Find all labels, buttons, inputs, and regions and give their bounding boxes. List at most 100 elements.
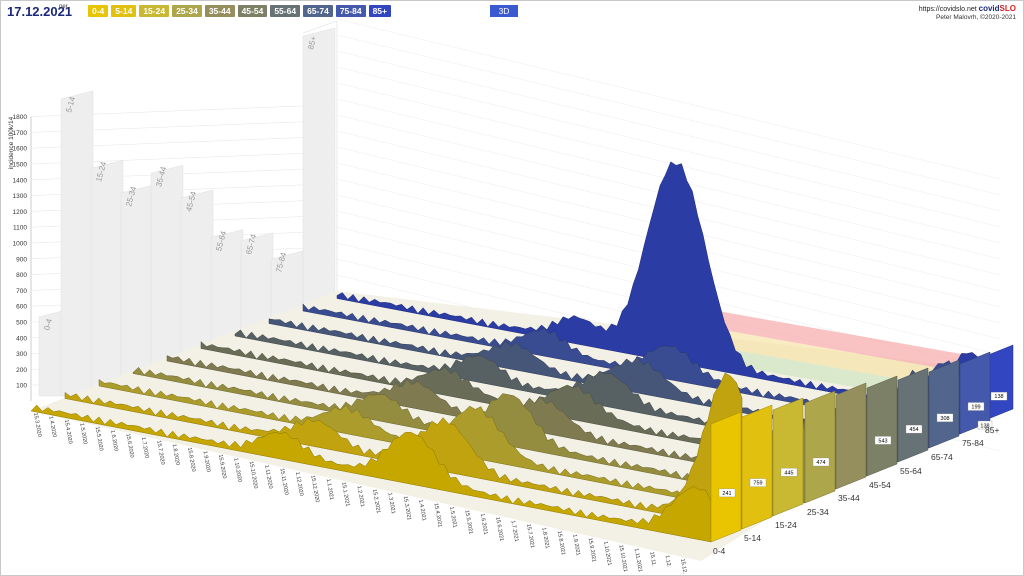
data-label-box: [967, 402, 985, 411]
date-tick-label: 1.7.2020: [140, 437, 150, 459]
date-tick-label: 1.6.2021: [479, 513, 489, 535]
age-axis-label: 5-14: [744, 533, 761, 543]
date-tick-label: 15.3.2021: [402, 496, 412, 521]
date-tick-label: 1.12.2020: [294, 471, 304, 496]
legend-chip-75-84[interactable]: 75-84: [335, 5, 366, 17]
legend-chip-0-4[interactable]: 0-4: [88, 5, 109, 17]
data-label: 543: [878, 438, 887, 444]
data-label-box: [905, 424, 923, 434]
backdrop-bar: [120, 184, 154, 397]
site-credit: https://covidslo.net covidSLO: [919, 4, 1016, 13]
date-tick-label: 15.12.: [679, 558, 688, 575]
date-tick-label: 1.1.2021: [325, 478, 335, 500]
data-label: 445: [784, 470, 793, 476]
current-value-bar: [897, 367, 929, 463]
legend-chip-85plus[interactable]: 85+: [368, 5, 391, 17]
legend-chip-5-14[interactable]: 5-14: [111, 5, 137, 17]
y-tick-label: 1800: [13, 114, 28, 121]
date-tick-label: 15.9.2021: [587, 537, 597, 562]
y-tick-label: 1100: [13, 225, 27, 232]
date-tick-label: 15.5.2021: [463, 510, 473, 535]
legend-chip-15-24[interactable]: 15-24: [139, 5, 170, 17]
date-tick-label: 15.9.2020: [217, 454, 227, 479]
y-tick-label: 100: [16, 383, 27, 390]
age-axis-label: 15-24: [775, 520, 797, 530]
current-value-bar: [741, 404, 773, 530]
current-value-bar: [804, 390, 836, 504]
y-tick-label: 1000: [13, 241, 28, 248]
age-axis-label: 75-84: [962, 438, 984, 448]
y-tick-label: 1500: [13, 162, 28, 169]
date-tick-label: 1.11.2021: [633, 548, 643, 573]
backdrop-group-label: 5-14: [64, 95, 77, 113]
back-gridline: [336, 18, 1002, 180]
age-axis-label: 55-64: [900, 466, 922, 476]
back-gridline: [336, 82, 1002, 244]
date-tick-label: 15.3.2020: [32, 412, 42, 437]
date-tick-label: 1.7.2021: [510, 520, 520, 542]
data-label-box: [812, 457, 830, 467]
backdrop-bar: [60, 90, 94, 397]
data-label-box: [990, 392, 1008, 401]
data-label: 138: [994, 394, 1003, 400]
date-tick-label: 1.2.2021: [356, 485, 366, 507]
date-tick-label: 15.7.2020: [155, 440, 165, 465]
date-tick-label: 1.10.2021: [602, 541, 612, 566]
author-credit: Peter Malovrh, ©2020-2021: [936, 14, 1016, 21]
backdrop-bar: [90, 160, 124, 397]
date-tick-label: 15.10.2020: [248, 461, 259, 489]
back-gridline: [336, 34, 1002, 196]
backdrop-group-label: 85+: [306, 35, 318, 51]
data-label-box: [874, 436, 892, 445]
date-tick-label: 1.6.2020: [109, 430, 119, 452]
date-tick-label: 15.2.2021: [371, 489, 381, 514]
y-tick-label: 500: [16, 320, 27, 327]
date-tick-label: 1.4.2020: [47, 416, 57, 438]
y-tick-label: 400: [16, 335, 27, 342]
y-tick-label: 900: [16, 256, 27, 263]
legend-chip-25-34[interactable]: 25-34: [172, 5, 202, 17]
legend-chip-55-64[interactable]: 55-64: [270, 5, 301, 17]
legend-chip-65-74[interactable]: 65-74: [303, 5, 333, 17]
y-tick-label: 1700: [13, 130, 28, 137]
date-tick-label: 15.12.2020: [309, 475, 320, 503]
date-tick-label: 1.9.2021: [571, 534, 581, 556]
current-value-bar: [866, 375, 898, 477]
date-tick-label: 15.6.2020: [124, 433, 134, 458]
backdrop-group-label: 0-4: [42, 317, 54, 331]
date-tick-label: 1.10.2020: [232, 457, 242, 482]
data-label-box: [749, 478, 767, 487]
back-gridline: [336, 50, 1002, 212]
current-value-bar: [710, 411, 742, 543]
legend-chip-45-54[interactable]: 45-54: [237, 5, 268, 17]
date-tick-label: 15.5.2020: [94, 426, 104, 451]
y-tick-label: 1300: [13, 193, 28, 200]
data-label-box: [780, 468, 798, 477]
data-label-box: [936, 413, 954, 422]
back-gridline: [336, 66, 1002, 228]
current-value-bar: [835, 382, 867, 490]
date-tick-label: 1.4.2021: [417, 499, 427, 521]
date-tick-label: 15.1.2021: [340, 482, 350, 507]
current-value-bar: [928, 359, 960, 449]
y-axis-label: incidence 100k/14: [8, 116, 15, 169]
date-tick-label: 15.4.2020: [63, 419, 73, 444]
y-tick-label: 200: [16, 367, 27, 374]
site-url[interactable]: https://covidslo.net: [918, 6, 977, 13]
age-group-legend: 0-4 5-14 15-24 25-34 35-44 45-54 55-64 65-74 75-…: [88, 5, 391, 17]
date-tick-label: 1.8.2021: [540, 527, 550, 549]
y-tick-label: 700: [16, 288, 27, 295]
report-date: 17.12.2021: [7, 4, 73, 19]
age-axis-label: 85+: [985, 425, 999, 435]
age-axis-label: 65-74: [931, 452, 953, 462]
date-tick-label: 15.11.2020: [279, 468, 290, 496]
date-tick-label: 1.11.2020: [263, 464, 273, 489]
legend-chip-35-44[interactable]: 35-44: [204, 5, 235, 17]
ridge-series-0-4: [30, 404, 712, 543]
data-label: 138: [980, 424, 989, 430]
date-tick-label: 1.5.2021: [448, 506, 458, 528]
date-tick-label: 1.12.: [664, 555, 672, 569]
view-3d-button[interactable]: 3D: [490, 5, 518, 17]
age-axis-label: 0-4: [713, 546, 726, 556]
